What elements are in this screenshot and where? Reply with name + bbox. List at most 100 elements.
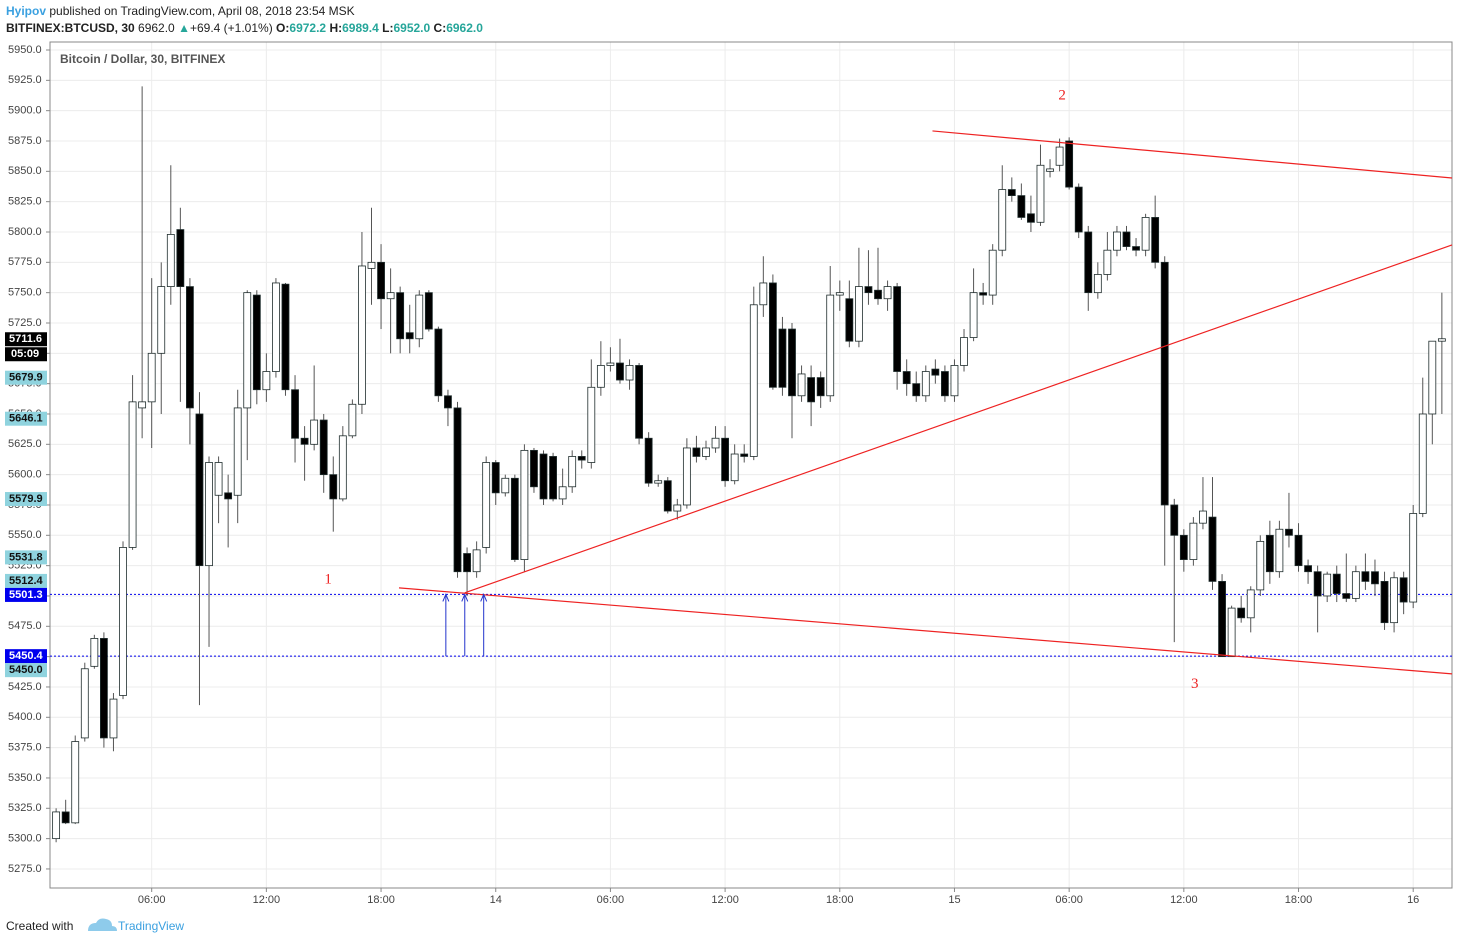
c-value: 6962.0	[446, 21, 483, 35]
candle-body	[960, 337, 968, 366]
x-tick-label: 12:00	[253, 894, 281, 906]
symbol: BITFINEX:BTCUSD, 30	[6, 21, 135, 35]
candle-body	[147, 352, 156, 403]
candle-body	[1074, 186, 1083, 233]
footer-brand[interactable]: TradingView	[118, 919, 184, 933]
candle-body	[71, 741, 80, 824]
candle-body	[893, 286, 902, 372]
candle-body	[616, 362, 624, 381]
candle-body	[1246, 589, 1255, 619]
candle-body	[682, 447, 691, 506]
candle-body	[921, 371, 930, 397]
x-tick-label: 15	[948, 894, 960, 906]
candle-body	[692, 447, 701, 457]
chart-title: Bitcoin / Dollar, 30, BITFINEX	[60, 52, 225, 66]
candle-body	[233, 407, 242, 496]
y-tick-label: 5900.0	[8, 105, 42, 117]
y-tick-label: 5825.0	[8, 196, 42, 208]
candle-body	[1160, 261, 1169, 506]
candle-body	[558, 486, 567, 500]
candle-body	[377, 261, 385, 300]
y-tick-label: 5625.0	[8, 438, 42, 450]
candle-body	[434, 328, 443, 397]
x-tick-label: 12:00	[1170, 894, 1198, 906]
candle-body	[1179, 534, 1188, 560]
candle-body	[463, 553, 471, 573]
y-tick-label: 5775.0	[8, 256, 42, 268]
candle-body	[214, 462, 223, 496]
candle-body	[482, 462, 491, 548]
candle-body	[874, 289, 882, 300]
candle-body	[1294, 534, 1303, 567]
candle-body	[1151, 217, 1160, 263]
candle-body	[319, 419, 328, 476]
candle-body	[721, 437, 730, 482]
author[interactable]: Hyipov	[6, 4, 47, 18]
published: published on TradingView.com, April 08, …	[49, 4, 355, 18]
candle-body	[119, 547, 127, 696]
candle-body	[1285, 528, 1293, 536]
y-tick-label: 5950.0	[8, 44, 42, 56]
last-price: 6962.0	[138, 21, 175, 35]
price-marker-label: 5679.9	[9, 372, 43, 384]
candle-body	[90, 638, 99, 667]
candle-body	[1323, 573, 1332, 597]
candle-body	[807, 377, 816, 403]
candle-body	[998, 189, 1007, 251]
candle-body	[797, 373, 806, 397]
candle-body	[912, 383, 921, 397]
l-value: 6952.0	[393, 21, 431, 35]
candle-body	[740, 453, 749, 457]
price-marker-label: 5512.4	[9, 575, 44, 587]
candle-body	[941, 371, 949, 397]
candle-body	[1189, 522, 1198, 560]
y-tick-label: 5800.0	[8, 226, 42, 238]
candle-body	[1055, 146, 1064, 166]
trendline	[932, 130, 1453, 179]
candle-body	[778, 328, 787, 388]
price-marker-label: 5646.1	[9, 413, 43, 425]
candle-body	[673, 504, 682, 512]
y-tick-label: 5600.0	[8, 469, 42, 481]
candle-body	[243, 292, 252, 409]
y-tick-label: 5875.0	[8, 135, 42, 147]
candle-body	[854, 286, 863, 342]
y-tick-label: 5850.0	[8, 165, 42, 177]
candle-body	[1351, 571, 1360, 599]
candle-body	[635, 365, 643, 439]
candle-body	[539, 453, 548, 500]
candle-body	[348, 403, 357, 437]
candle-body	[606, 362, 615, 366]
candle-body	[262, 371, 271, 391]
y-tick-label: 5350.0	[8, 772, 42, 784]
x-tick-label: 14	[490, 894, 502, 906]
price-marker	[5, 492, 47, 507]
candle-body	[1170, 504, 1179, 536]
candle-body	[711, 437, 720, 449]
candle-body	[329, 474, 338, 500]
candle-body	[415, 294, 424, 340]
candle-body	[291, 389, 299, 439]
candle-body	[568, 456, 577, 488]
candle-body	[1313, 571, 1322, 597]
candle-body	[1007, 189, 1016, 196]
candle-body	[1361, 571, 1370, 582]
candle-body	[338, 435, 347, 500]
grid	[50, 42, 1452, 888]
candle-body	[405, 332, 414, 340]
candle-body	[1399, 577, 1408, 603]
price-marker-label: 5450.0	[9, 664, 43, 676]
annotation: 3	[1191, 676, 1199, 692]
x-tick-label: 18:00	[1285, 894, 1313, 906]
candle-body	[272, 282, 280, 372]
price-marker-label: 5450.4	[9, 650, 44, 662]
candle-body	[1342, 593, 1351, 599]
candle-body	[195, 413, 204, 567]
candle-body	[424, 292, 433, 330]
h-label: H:	[329, 21, 343, 35]
x-tick-label: 18:00	[367, 894, 395, 906]
price-marker	[5, 550, 47, 565]
y-tick-label: 5925.0	[8, 74, 42, 86]
candle-body	[1256, 540, 1265, 591]
